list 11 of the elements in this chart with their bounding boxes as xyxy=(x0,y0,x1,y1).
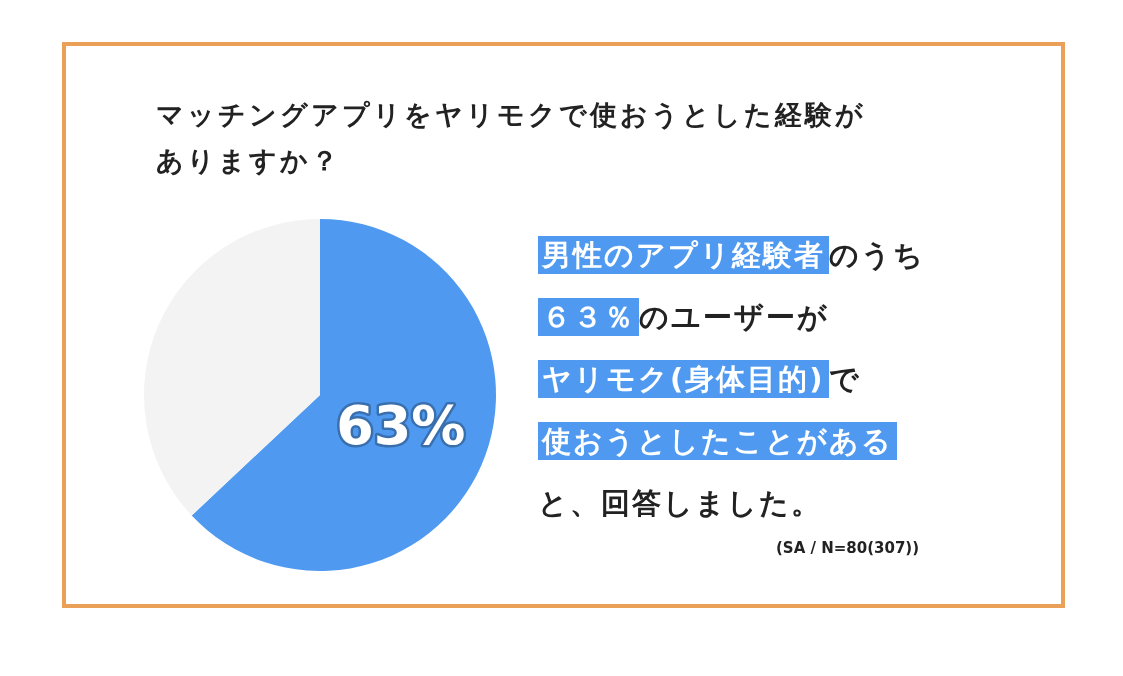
text: 男性のアプリ経験者 xyxy=(538,236,829,274)
text: ヤリモク(身体目的) xyxy=(538,360,829,398)
text: と、回答しました。 xyxy=(538,486,822,520)
text: ６３％ xyxy=(538,298,639,336)
text: のうち xyxy=(829,238,925,272)
data-label: 63% xyxy=(336,393,466,457)
text: のユーザーが xyxy=(639,300,829,334)
text: (SA / N=80(307)) xyxy=(776,539,920,557)
chart-title: マッチングアプリをヤリモクで使おうとした経験がありますか？ xyxy=(156,98,867,178)
text: 使おうとしたことがある xyxy=(538,422,897,460)
text: で xyxy=(828,362,861,396)
